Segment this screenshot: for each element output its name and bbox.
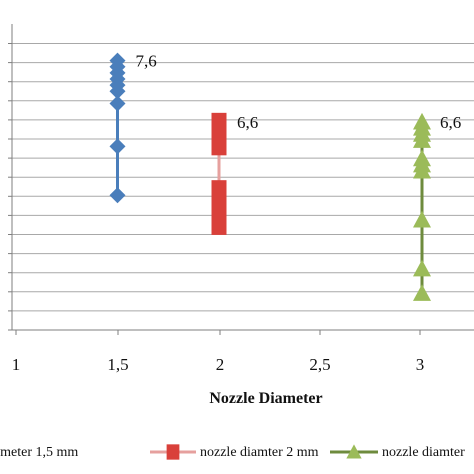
x-tick-label: 1 <box>12 355 21 374</box>
data-label: 6,6 <box>440 113 461 132</box>
legend-marker <box>166 444 180 460</box>
series-3: 6,6 <box>413 112 461 301</box>
gridlines <box>12 43 474 331</box>
data-point <box>413 161 431 179</box>
data-point <box>211 216 227 235</box>
axes <box>8 24 474 335</box>
series-2: 6,6 <box>211 112 258 235</box>
series-1: 7,6 <box>109 52 157 204</box>
data-point <box>109 95 126 112</box>
data-point <box>211 137 227 156</box>
data-point <box>109 187 126 204</box>
series-layer: 7,6 6,6 6,6 <box>109 52 461 301</box>
legend-item: nozzle diamter <box>330 444 465 460</box>
x-axis-label: Nozzle Diameter <box>209 390 322 407</box>
legend-item: nozzle diamter 2 mm <box>150 444 319 460</box>
data-label: 6,6 <box>237 113 258 132</box>
legend-label: nozzle diamter <box>382 445 465 460</box>
x-tick-label: 3 <box>416 355 425 374</box>
x-tick-label: 2,5 <box>309 355 330 374</box>
legend-label: nozzle diamter 2 mm <box>200 445 319 460</box>
data-point <box>109 138 126 155</box>
data-point <box>413 259 431 277</box>
legend: nozzle diameter 1,5 mm nozzle diamter 2 m… <box>0 444 465 460</box>
x-tick-label: 2 <box>216 355 225 374</box>
x-tick-label: 1,5 <box>107 355 128 374</box>
legend-item: nozzle diameter 1,5 mm <box>0 445 78 460</box>
data-point <box>109 83 126 100</box>
legend-label: nozzle diameter 1,5 mm <box>0 445 78 460</box>
data-point <box>413 210 431 228</box>
data-point <box>413 131 431 148</box>
data-label: 7,6 <box>136 52 157 71</box>
x-tick-labels: 1 1,5 2 2,5 3 <box>12 355 425 374</box>
data-point <box>413 284 431 301</box>
legend-marker <box>346 444 362 459</box>
